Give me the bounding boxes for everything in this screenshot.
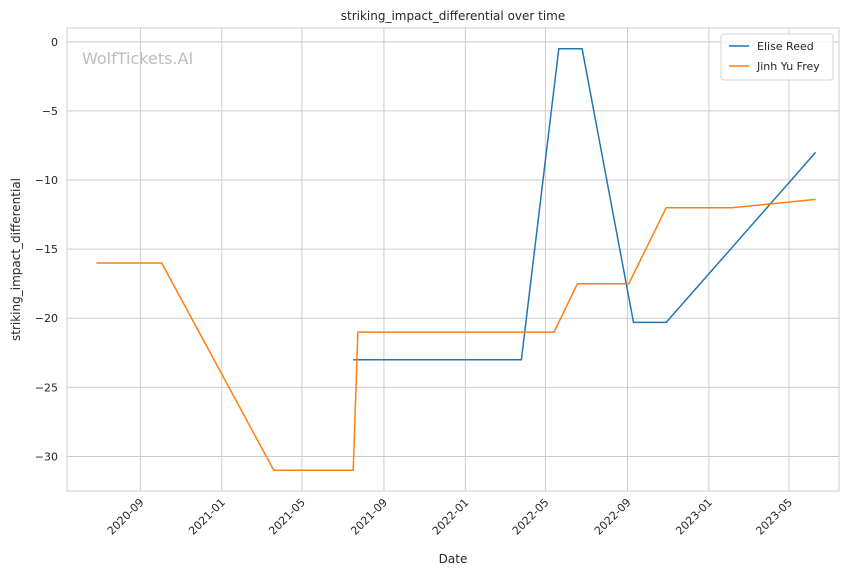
y-axis-title: striking_impact_differential: [9, 178, 23, 341]
x-tick-label: 2022-05: [510, 496, 552, 538]
x-axis-title: Date: [439, 552, 468, 566]
x-tick-label: 2022-01: [430, 496, 472, 538]
x-tick-label: 2021-09: [348, 496, 390, 538]
watermark-text: WolfTickets.AI: [82, 49, 193, 68]
y-tick-label: −20: [35, 312, 58, 325]
chart-title: striking_impact_differential over time: [341, 9, 566, 23]
series-layer: [96, 47, 817, 472]
x-tick-label: 2020-09: [105, 496, 147, 538]
y-tick-label: −10: [35, 174, 58, 187]
x-tick-label: 2023-01: [673, 496, 715, 538]
legend-label: Elise Reed: [757, 40, 814, 53]
legend-label: Jinh Yu Frey: [756, 60, 820, 73]
x-tick-label: 2021-01: [186, 496, 228, 538]
y-tick-label: −30: [35, 450, 58, 463]
y-tick-label: −25: [35, 381, 58, 394]
grid-layer: [67, 28, 839, 491]
y-tick-label: 0: [51, 36, 58, 49]
x-tick-label: 2023-05: [753, 496, 795, 538]
x-tick-label: 2022-09: [592, 496, 634, 538]
x-tick-label: 2021-05: [266, 496, 308, 538]
legend: Elise Reed Jinh Yu Frey: [720, 33, 834, 81]
series-line: [96, 198, 816, 472]
y-tick-label: −5: [42, 105, 58, 118]
y-tick-label: −15: [35, 243, 58, 256]
series-line: [353, 47, 817, 361]
plot-frame: [66, 27, 840, 492]
